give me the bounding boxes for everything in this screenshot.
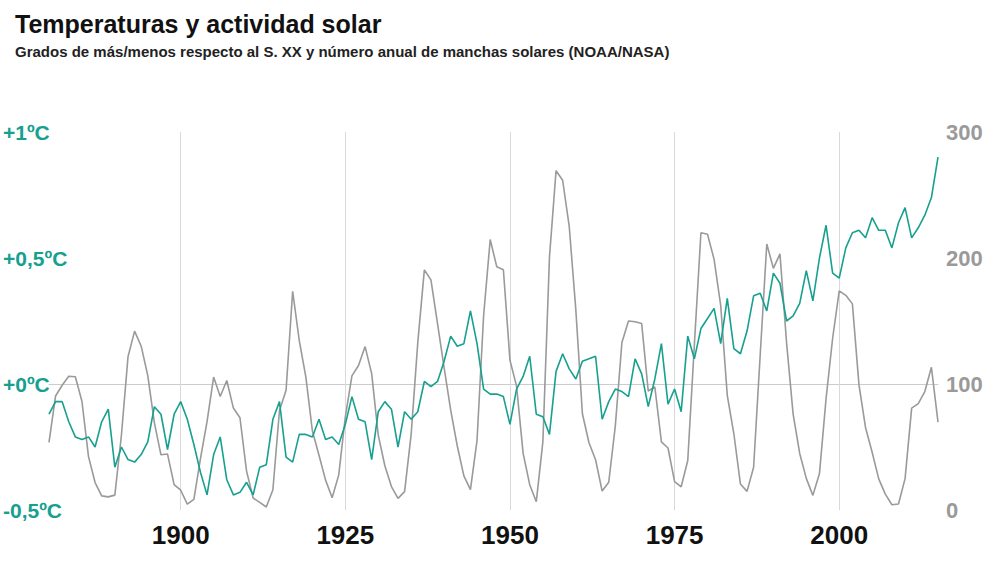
svg-text:1900: 1900	[152, 520, 210, 550]
svg-text:1975: 1975	[646, 520, 704, 550]
svg-text:200: 200	[946, 246, 983, 271]
svg-text:0: 0	[946, 498, 958, 523]
svg-text:-0,5ºC: -0,5ºC	[3, 499, 62, 522]
svg-text:+0,5ºC: +0,5ºC	[3, 247, 67, 270]
svg-text:2000: 2000	[810, 520, 868, 550]
svg-text:Grados de más/menos respecto a: Grados de más/menos respecto al S. XX y …	[15, 43, 669, 60]
svg-text:1925: 1925	[316, 520, 374, 550]
svg-text:Temperaturas y actividad solar: Temperaturas y actividad solar	[15, 10, 382, 38]
svg-text:100: 100	[946, 372, 983, 397]
svg-text:+0ºC: +0ºC	[3, 373, 50, 396]
svg-text:+1ºC: +1ºC	[3, 121, 50, 144]
svg-text:300: 300	[946, 120, 983, 145]
svg-text:1950: 1950	[481, 520, 539, 550]
